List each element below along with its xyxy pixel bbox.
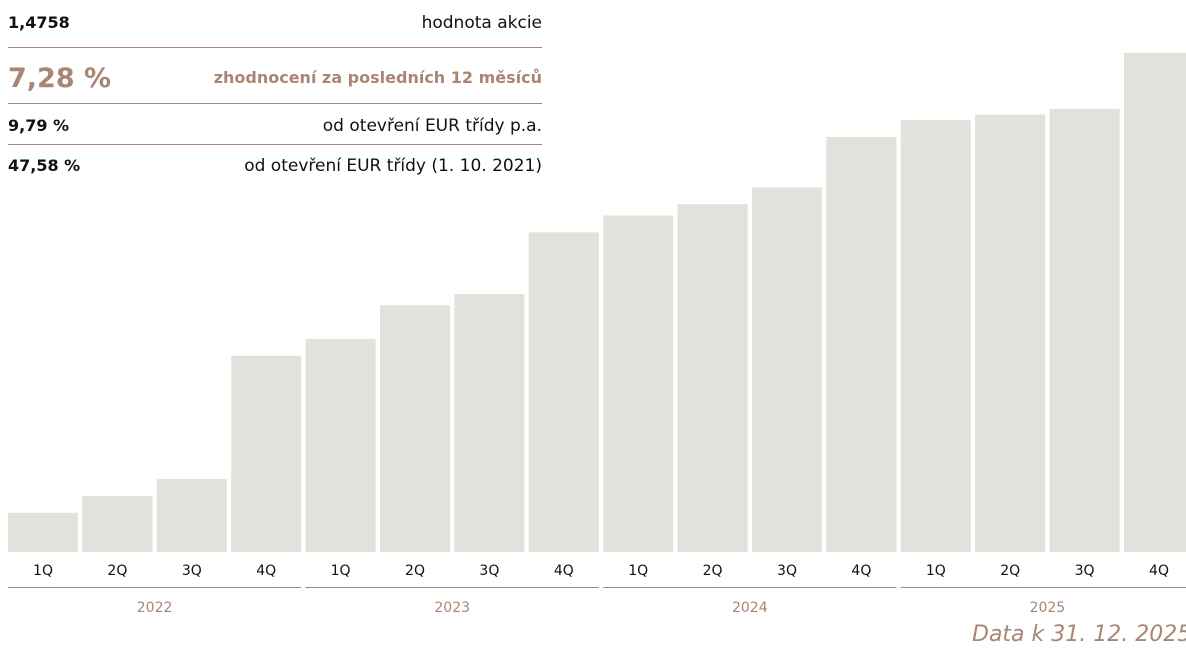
stat-row-share-value: 1,4758 hodnota akcie [8,6,542,46]
bar [156,479,227,552]
bar [528,232,599,552]
divider [8,47,542,48]
stat-row-12m-return: 7,28 % zhodnocení za posledních 12 měsíc… [8,56,542,102]
bar [826,136,897,552]
divider [8,103,542,104]
x-tick-label: 4Q [851,563,871,579]
x-tick-label: 2Q [703,563,723,579]
total-return-value: 47,58 % [8,156,81,175]
x-tick-label: 1Q [628,563,648,579]
bar [305,338,376,552]
return-12m-label: zhodnocení za posledních 12 měsíců [213,68,542,87]
x-tick-label: 4Q [1149,563,1169,579]
bar [231,355,302,552]
year-group-label: 2023 [434,600,470,616]
annualized-return-value: 9,79 % [8,116,70,135]
x-tick-label: 1Q [33,563,53,579]
x-tick-label: 2Q [1000,563,1020,579]
x-tick-label: 3Q [182,563,202,579]
year-group-label: 2025 [1030,600,1066,616]
return-12m-value: 7,28 % [8,63,112,94]
x-tick-label: 4Q [554,563,574,579]
year-group-label: 2024 [732,600,768,616]
bar [975,114,1046,553]
divider [8,144,542,145]
x-tick-label: 4Q [256,563,276,579]
share-value: 1,4758 [8,13,70,32]
bar [752,187,822,552]
stat-row-annualized-return: 9,79 % od otevření EUR třídy p.a. [8,110,542,148]
x-tick-label: 1Q [331,563,351,579]
x-tick-label: 2Q [107,563,127,579]
x-tick-labels: 1Q 2Q 3Q 4Q 1Q 2Q 3Q 4Q 1Q 2Q 3Q 4Q 1Q 2Q 3Q 4Q [33,563,1169,579]
bars [8,52,1186,553]
x-tick-label: 1Q [926,563,946,579]
annualized-return-label: od otevření EUR třídy p.a. [322,116,542,136]
year-groups: 2022 2023 2024 2025 [8,587,1186,616]
bar [8,512,78,552]
x-tick-label: 2Q [405,563,425,579]
bar [454,294,525,552]
total-return-label: od otevření EUR třídy (1. 10. 2021) [244,156,542,176]
bar [900,120,971,552]
data-date-footnote: Data k 31. 12. 2025 [972,622,1186,647]
year-group-label: 2022 [137,600,173,616]
bar [82,495,153,552]
bar [380,305,450,552]
x-tick-label: 3Q [479,563,499,579]
bar [1049,108,1120,553]
bar [603,215,674,552]
x-tick-label: 3Q [777,563,797,579]
x-tick-label: 3Q [1075,563,1095,579]
stat-row-total-return: 47,58 % od otevření EUR třídy (1. 10. 20… [8,150,542,188]
bar [677,204,748,552]
bar [1124,52,1186,553]
share-value-label: hodnota akcie [421,13,542,33]
